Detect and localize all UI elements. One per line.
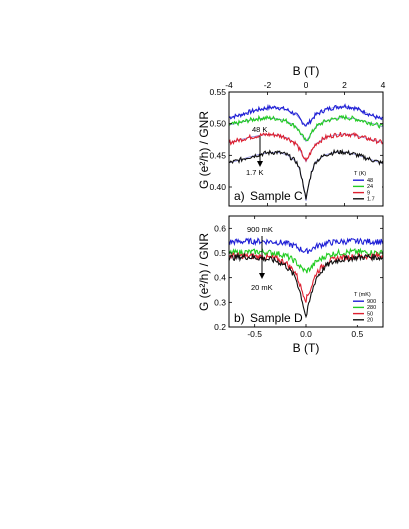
panel-b-series xyxy=(228,237,384,319)
y-tick-label: 0.2 xyxy=(214,322,226,332)
panel-b-y-tick-labels: 0.2 0.3 0.4 0.5 0.6 xyxy=(214,223,226,332)
top-x-tick-label: -4 xyxy=(225,80,233,90)
bottom-x-tick-label: 0.5 xyxy=(351,329,363,339)
panel-b-series-900 xyxy=(228,237,384,254)
legend-label-48: 48 xyxy=(367,178,373,184)
legend-title: T (mK) xyxy=(354,292,371,298)
panel-a-series-48 xyxy=(228,103,384,127)
panel-a: 0.400.450.500.55 a) Sample C 48 K 1.7 K … xyxy=(209,87,384,207)
panel-a-arrowhead xyxy=(257,161,263,167)
top-x-tick-label: -2 xyxy=(264,80,272,90)
legend-label-20: 20 xyxy=(367,318,373,324)
panel-b-annotation-top: 900 mK xyxy=(247,225,273,234)
y-tick-label: 0.5 xyxy=(214,248,226,258)
y-tick-label: 0.3 xyxy=(214,297,226,307)
panel-b-label: b) xyxy=(234,311,245,325)
panel-a-y-tick-labels: 0.40 0.45 0.50 0.55 xyxy=(209,87,226,192)
bottom-x-tick-label: -0.5 xyxy=(247,329,262,339)
panel-a-series-24 xyxy=(228,113,384,142)
top-x-tick-label: 4 xyxy=(381,80,386,90)
y-tick-label: 0.50 xyxy=(209,119,226,129)
top-x-axis-title: B (T) xyxy=(293,64,320,78)
panel-a-series xyxy=(228,103,384,201)
legend-label-24: 24 xyxy=(367,184,373,190)
top-x-tick-labels: -4 -2 0 2 4 xyxy=(225,80,385,90)
panel-a-annotation-top: 48 K xyxy=(252,125,267,134)
legend-label-900: 900 xyxy=(367,299,376,305)
panel-b-series-20 xyxy=(228,252,384,319)
panel-a-tick-marks xyxy=(228,91,384,206)
bottom-x-tick-label: 0.0 xyxy=(300,329,312,339)
bottom-x-axis-title: B (T) xyxy=(293,341,320,355)
panel-b-sample-label: Sample D xyxy=(250,311,303,325)
legend-label-280: 280 xyxy=(367,305,376,311)
legend-label-1.7: 1.7 xyxy=(367,197,375,203)
y-tick-label: 0.4 xyxy=(214,273,226,283)
panel-a-fit-24 xyxy=(228,116,384,143)
legend-label-50: 50 xyxy=(367,311,373,317)
panel-a-y-axis-title: G (e²/h) / GNR xyxy=(197,111,211,189)
legend-label-9: 9 xyxy=(367,190,370,196)
y-tick-label: 0.40 xyxy=(209,182,226,192)
panel-b: 0.2 0.3 0.4 0.5 0.6 -0.5 0.0 0.5 b) Sample D 9… xyxy=(214,215,384,339)
panel-b-x-tick-labels: -0.5 0.0 0.5 xyxy=(247,329,363,339)
panel-a-sample-label: Sample C xyxy=(250,189,303,203)
top-x-tick-label: 0 xyxy=(304,80,309,90)
legend-title: T (K) xyxy=(354,171,366,177)
top-x-tick-label: 2 xyxy=(342,80,347,90)
panel-a-annotation-bottom: 1.7 K xyxy=(246,168,264,177)
panel-a-label: a) xyxy=(234,189,245,203)
panel-b-series-280 xyxy=(228,247,384,274)
panel-b-annotation-bottom: 20 mK xyxy=(251,283,273,292)
panel-a-series-9 xyxy=(228,131,384,163)
y-tick-label: 0.55 xyxy=(209,87,226,97)
y-tick-label: 0.45 xyxy=(209,150,226,160)
panel-b-y-axis-title: G (e²/h) / GNR xyxy=(197,233,211,311)
panel-a-series-1.7 xyxy=(228,148,384,200)
y-tick-label: 0.6 xyxy=(214,223,226,233)
panel-b-arrowhead xyxy=(259,273,265,279)
